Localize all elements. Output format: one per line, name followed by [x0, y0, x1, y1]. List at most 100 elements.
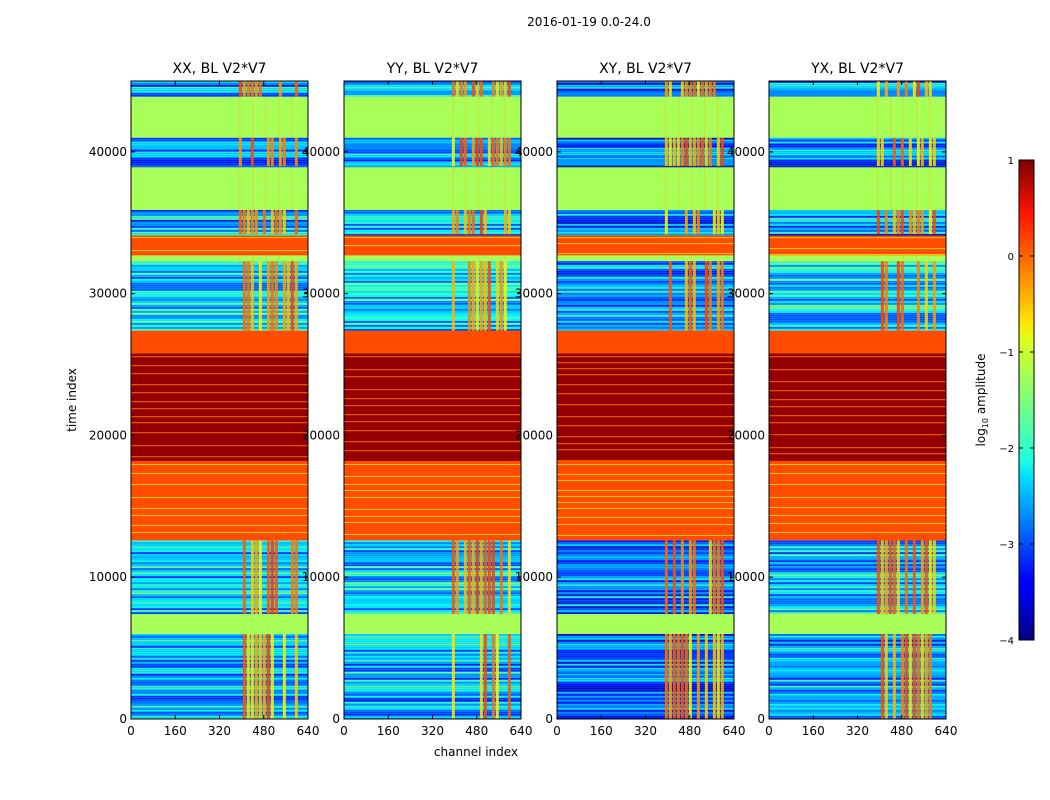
- x-tick-label: 640: [723, 724, 746, 738]
- x-tick-label: 320: [634, 724, 657, 738]
- time-band: [557, 330, 734, 354]
- y-tick-label: 20000: [727, 428, 765, 442]
- y-tick-label: 0: [119, 712, 127, 726]
- time-band: [769, 96, 946, 138]
- time-band: [344, 166, 521, 191]
- y-tick-label: 0: [332, 712, 340, 726]
- time-band: [344, 190, 521, 211]
- time-band: [131, 234, 308, 256]
- x-tick-label: 640: [935, 724, 958, 738]
- time-band: [344, 353, 521, 461]
- time-band: [769, 234, 946, 256]
- y-tick-label: 0: [757, 712, 765, 726]
- y-tick-label: 40000: [515, 145, 553, 159]
- colorbar-tick-label: 1: [1008, 156, 1014, 167]
- time-band: [131, 255, 308, 262]
- x-tick-label: 0: [340, 724, 348, 738]
- colorbar-tick-label: 0: [1008, 252, 1014, 263]
- time-band: [769, 255, 946, 262]
- time-band: [344, 330, 521, 354]
- y-tick-label: 40000: [302, 145, 340, 159]
- time-band: [131, 190, 308, 211]
- x-tick-label: 480: [678, 724, 701, 738]
- time-band: [557, 353, 734, 461]
- colorbar-label: log10 amplitude: [974, 354, 990, 447]
- x-tick-label: 0: [765, 724, 773, 738]
- panel-title: YY, BL V2*V7: [386, 61, 479, 77]
- time-band: [557, 96, 734, 138]
- time-band: [557, 234, 734, 256]
- y-tick-label: 10000: [515, 570, 553, 584]
- y-axis-label: time index: [65, 368, 79, 432]
- time-band: [344, 614, 521, 634]
- time-band: [557, 614, 734, 634]
- y-tick-label: 30000: [515, 287, 553, 301]
- y-tick-label: 40000: [727, 145, 765, 159]
- time-band: [131, 353, 308, 461]
- time-band: [769, 460, 946, 541]
- y-tick-label: 10000: [302, 570, 340, 584]
- time-band: [131, 614, 308, 634]
- x-tick-label: 0: [553, 724, 561, 738]
- colorbar-tick-label: −2: [999, 444, 1014, 455]
- time-band: [344, 96, 521, 138]
- x-tick-label: 640: [510, 724, 533, 738]
- x-tick-label: 0: [127, 724, 135, 738]
- panel-title: YX, BL V2*V7: [810, 61, 904, 77]
- panel-1: XX, BL V2*V7 0 160 320 480 640 0 10000 20000 3000…: [89, 61, 320, 738]
- x-tick-label: 320: [846, 724, 869, 738]
- panel-4: YX, BL V2*V7 0 160 320 480 640 0 10000 20000 3000…: [727, 61, 958, 738]
- panels: XX, BL V2*V7 0 160 320 480 640 0 10000 20000 3000…: [89, 61, 958, 738]
- panel-2: YY, BL V2*V7 0 160 320 480 640 0 10000 20000 3000…: [302, 61, 533, 738]
- y-tick-label: 20000: [515, 428, 553, 442]
- panel-title: XY, BL V2*V7: [599, 61, 692, 77]
- x-tick-label: 480: [465, 724, 488, 738]
- y-tick-label: 10000: [727, 570, 765, 584]
- time-band: [769, 614, 946, 634]
- panel-image: [557, 81, 734, 719]
- colorbar: [1018, 159, 1035, 641]
- time-band: [131, 330, 308, 354]
- x-tick-label: 320: [208, 724, 231, 738]
- time-band: [131, 96, 308, 138]
- x-tick-label: 160: [802, 724, 825, 738]
- panel-image: [344, 81, 521, 719]
- time-band: [344, 255, 521, 262]
- panel-3: XY, BL V2*V7 0 160 320 480 640 0 10000 20000 3000…: [515, 61, 746, 738]
- colorbar-tick-label: −1: [999, 348, 1014, 359]
- y-tick-label: 40000: [89, 145, 127, 159]
- y-tick-label: 30000: [302, 287, 340, 301]
- y-tick-label: 0: [545, 712, 553, 726]
- time-band: [557, 166, 734, 191]
- x-tick-label: 480: [890, 724, 913, 738]
- y-tick-label: 20000: [89, 428, 127, 442]
- x-tick-label: 160: [590, 724, 613, 738]
- panel-title: XX, BL V2*V7: [173, 61, 267, 77]
- time-band: [769, 190, 946, 211]
- time-band: [769, 330, 946, 354]
- x-tick-label: 480: [252, 724, 275, 738]
- time-band: [131, 460, 308, 541]
- x-tick-label: 320: [421, 724, 444, 738]
- time-band: [769, 166, 946, 191]
- y-tick-label: 30000: [727, 287, 765, 301]
- x-tick-label: 160: [377, 724, 400, 738]
- x-axis-label: channel index: [434, 745, 518, 759]
- y-tick-label: 30000: [89, 287, 127, 301]
- colorbar-ticks: 1 0 −1 −2 −3 −4: [999, 156, 1034, 647]
- panel-image: [131, 81, 308, 719]
- colorbar-tick-label: −3: [999, 540, 1014, 551]
- time-band: [557, 255, 734, 262]
- x-tick-label: 640: [297, 724, 320, 738]
- panel-image: [769, 81, 946, 719]
- colorbar-tick-label: −4: [999, 636, 1014, 647]
- y-tick-label: 10000: [89, 570, 127, 584]
- figure-suptitle: 2016-01-19 0.0-24.0: [527, 15, 651, 29]
- time-band: [557, 460, 734, 541]
- time-band: [557, 190, 734, 211]
- time-band: [344, 234, 521, 256]
- y-tick-label: 20000: [302, 428, 340, 442]
- time-band: [131, 166, 308, 191]
- x-tick-label: 160: [164, 724, 187, 738]
